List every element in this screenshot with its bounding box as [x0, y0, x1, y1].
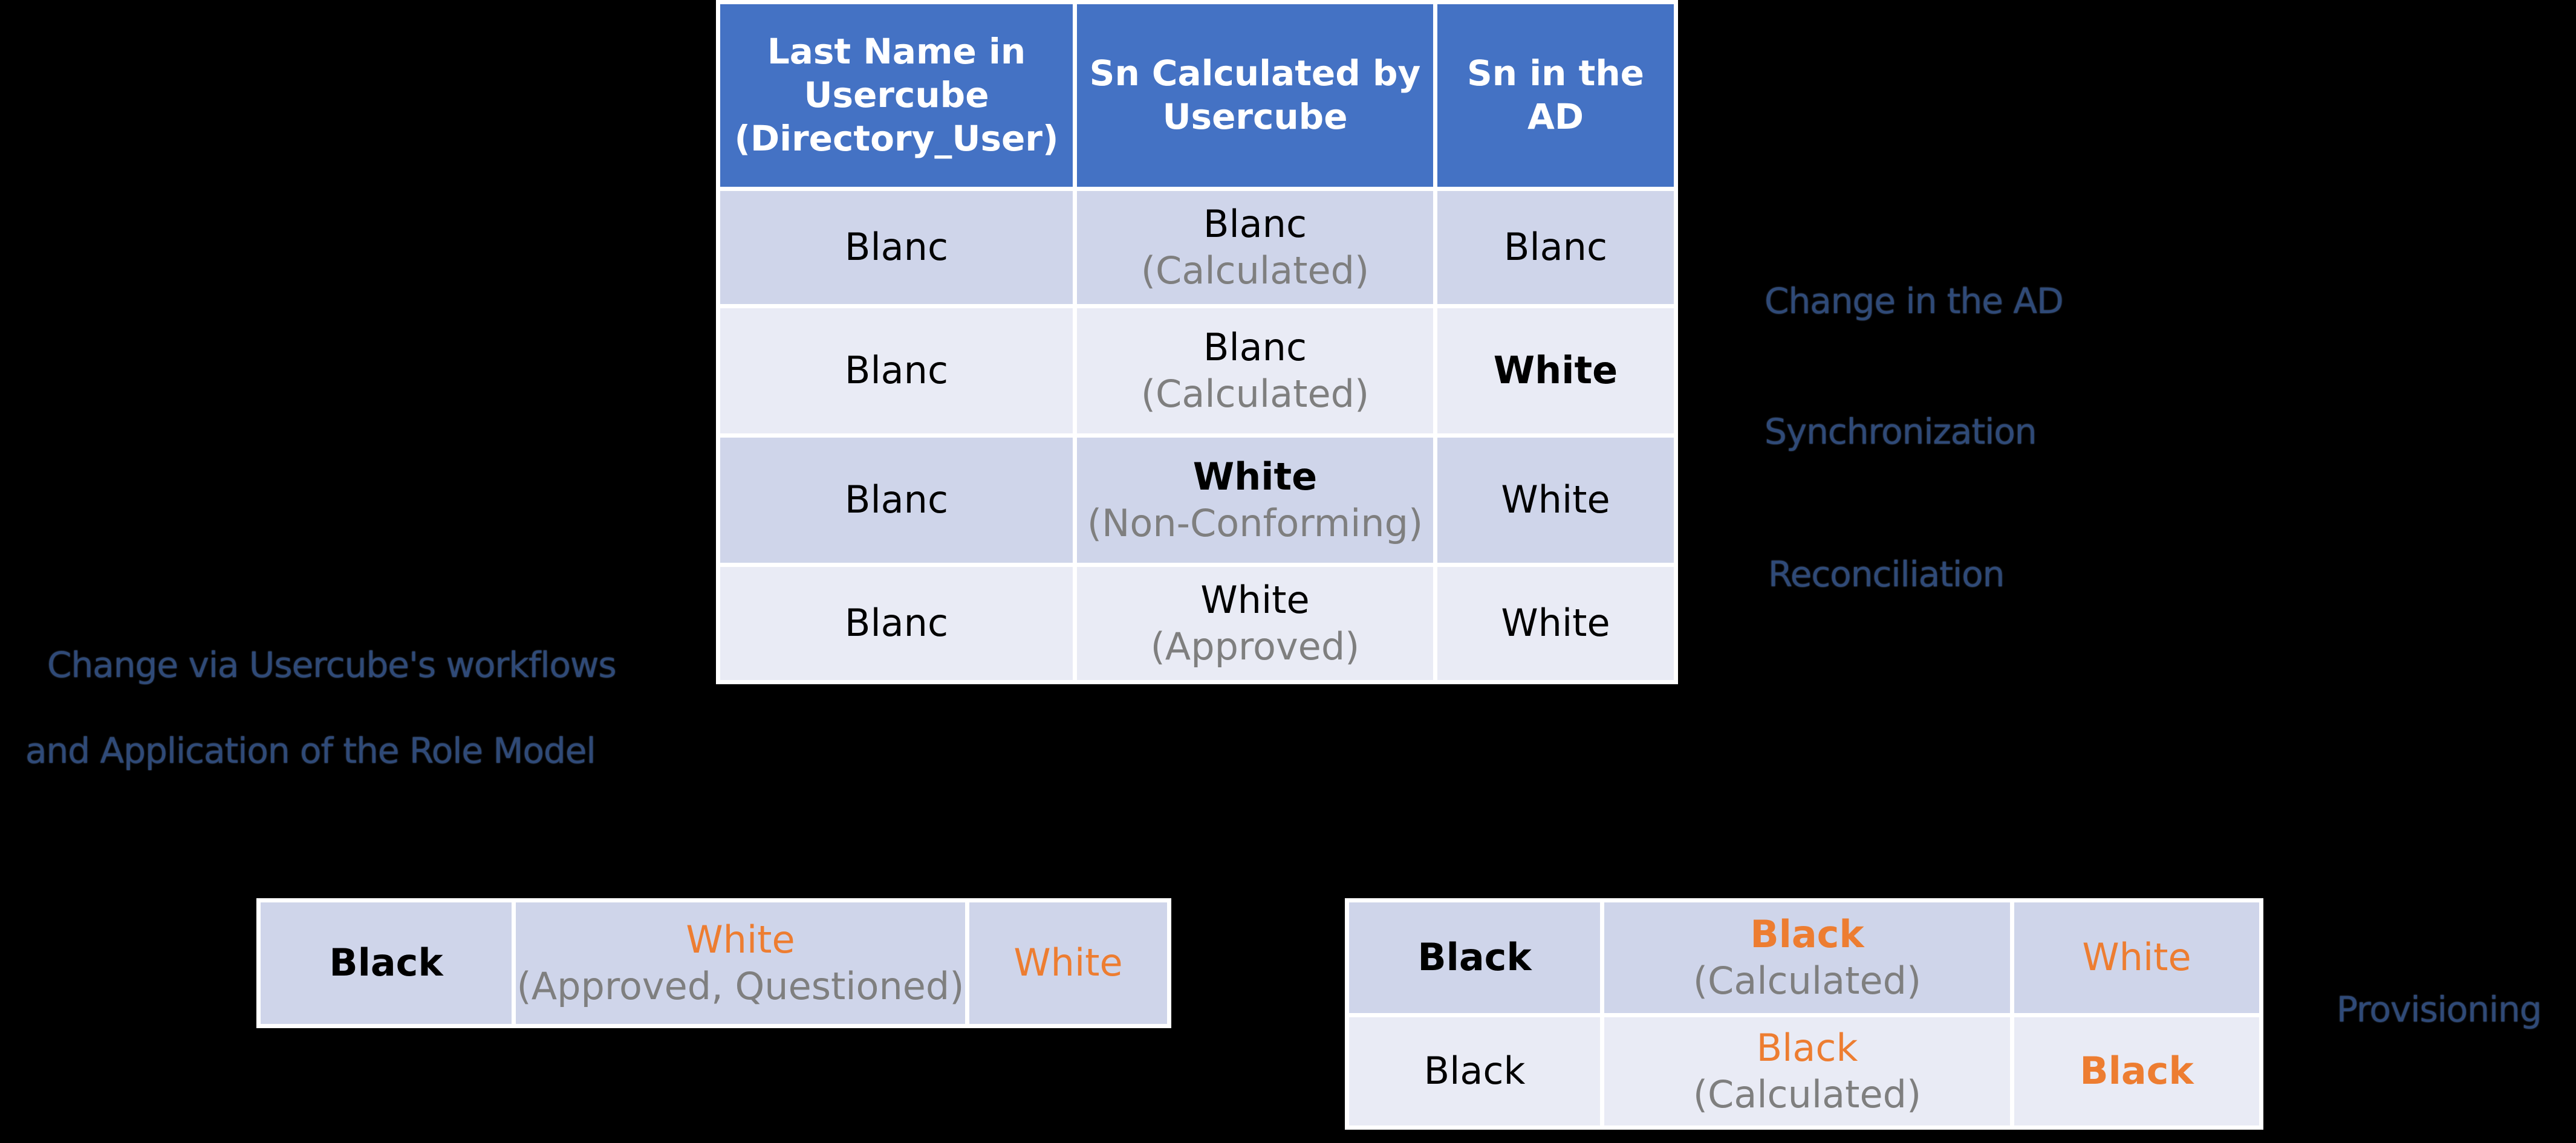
sn-ad-cell: Black [2010, 1013, 2263, 1130]
sn-calculated-value: White [686, 917, 795, 962]
sn-ad-cell: White [1433, 563, 1678, 684]
annotation-synchronization: Synchronization [1764, 411, 2037, 452]
annotation-provisioning: Provisioning [2337, 989, 2542, 1030]
sn-ad-cell: White [1433, 433, 1678, 567]
sn-calculated-cell: Black (Calculated) [1600, 1013, 2014, 1130]
sn-ad-cell: White [2010, 898, 2263, 1017]
sn-calculated-status: (Calculated) [1140, 248, 1370, 293]
last-name-cell: Blanc [716, 563, 1077, 684]
sn-calculated-status: (Approved, Questioned) [516, 963, 964, 1008]
sn-calculated-status: (Non-Conforming) [1087, 500, 1423, 545]
sn-calculated-value: Black [1756, 1025, 1858, 1070]
header-sn-calculated-line1: Sn Calculated by [1089, 53, 1421, 94]
table-row: Black Black (Calculated) White [1345, 898, 2263, 1017]
sn-calculated-value: White [1200, 577, 1310, 622]
sn-calculated-cell: White (Approved) [1073, 563, 1437, 684]
main-table-header-row: Last Name in Usercube (Directory_User) S… [716, 0, 1678, 191]
last-name-cell: Blanc [716, 187, 1077, 308]
annotation-reconciliation: Reconciliation [1768, 554, 2005, 595]
header-sn-ad-line1: Sn in the [1467, 53, 1644, 94]
table-row: Blanc White (Non-Conforming) White [716, 433, 1678, 567]
table-row: Blanc Blanc (Calculated) White [716, 304, 1678, 438]
table-row: Black White (Approved, Questioned) White [256, 898, 1171, 1028]
sn-calculated-status: (Approved) [1150, 624, 1360, 669]
sn-calculated-status: (Calculated) [1140, 371, 1370, 416]
header-last-name: Last Name in Usercube (Directory_User) [716, 0, 1077, 191]
last-name-cell: Blanc [716, 304, 1077, 438]
last-name-cell: Blanc [716, 433, 1077, 567]
last-name-cell: Black [1345, 898, 1604, 1017]
sn-calculated-status: (Calculated) [1693, 1072, 1922, 1116]
sn-calculated-value: White [1192, 454, 1318, 499]
main-comparison-table: Last Name in Usercube (Directory_User) S… [716, 0, 1678, 684]
last-name-cell: Black [256, 898, 516, 1028]
workflow-result-table: Black White (Approved, Questioned) White [256, 898, 1171, 1028]
annotation-change-via-workflows: Change via Usercube's workflows [47, 644, 617, 685]
last-name-cell: Black [1345, 1013, 1604, 1130]
sn-calculated-cell: White (Non-Conforming) [1073, 433, 1437, 567]
sn-calculated-cell: Blanc (Calculated) [1073, 304, 1437, 438]
provisioning-result-table: Black Black (Calculated) White Black Bla… [1345, 898, 2263, 1130]
table-row: Blanc Blanc (Calculated) Blanc [716, 187, 1678, 308]
header-sn-ad-line2: AD [1527, 96, 1584, 137]
header-last-name-line1: Last Name in [767, 31, 1026, 73]
annotation-change-in-ad: Change in the AD [1764, 280, 2064, 322]
sn-calculated-cell: White (Approved, Questioned) [512, 898, 969, 1028]
header-last-name-line2: Usercube [804, 74, 989, 116]
sn-calculated-value: Blanc [1203, 325, 1307, 369]
sn-ad-cell: Blanc [1433, 187, 1678, 308]
sn-calculated-value: Black [1750, 911, 1864, 956]
sn-calculated-status: (Calculated) [1693, 958, 1922, 1003]
header-sn-calculated: Sn Calculated by Usercube [1073, 0, 1437, 191]
header-sn-calculated-line2: Usercube [1162, 96, 1348, 137]
sn-calculated-cell: Black (Calculated) [1600, 898, 2014, 1017]
annotation-application-role-model: and Application of the Role Model [25, 730, 596, 771]
sn-calculated-value: Blanc [1203, 201, 1307, 246]
sn-ad-cell: White [1433, 304, 1678, 438]
table-row: Black Black (Calculated) Black [1345, 1013, 2263, 1130]
table-row: Blanc White (Approved) White [716, 563, 1678, 684]
header-last-name-line3: (Directory_User) [734, 117, 1059, 159]
header-sn-ad: Sn in the AD [1433, 0, 1678, 191]
sn-calculated-cell: Blanc (Calculated) [1073, 187, 1437, 308]
sn-ad-cell: White [965, 898, 1171, 1028]
